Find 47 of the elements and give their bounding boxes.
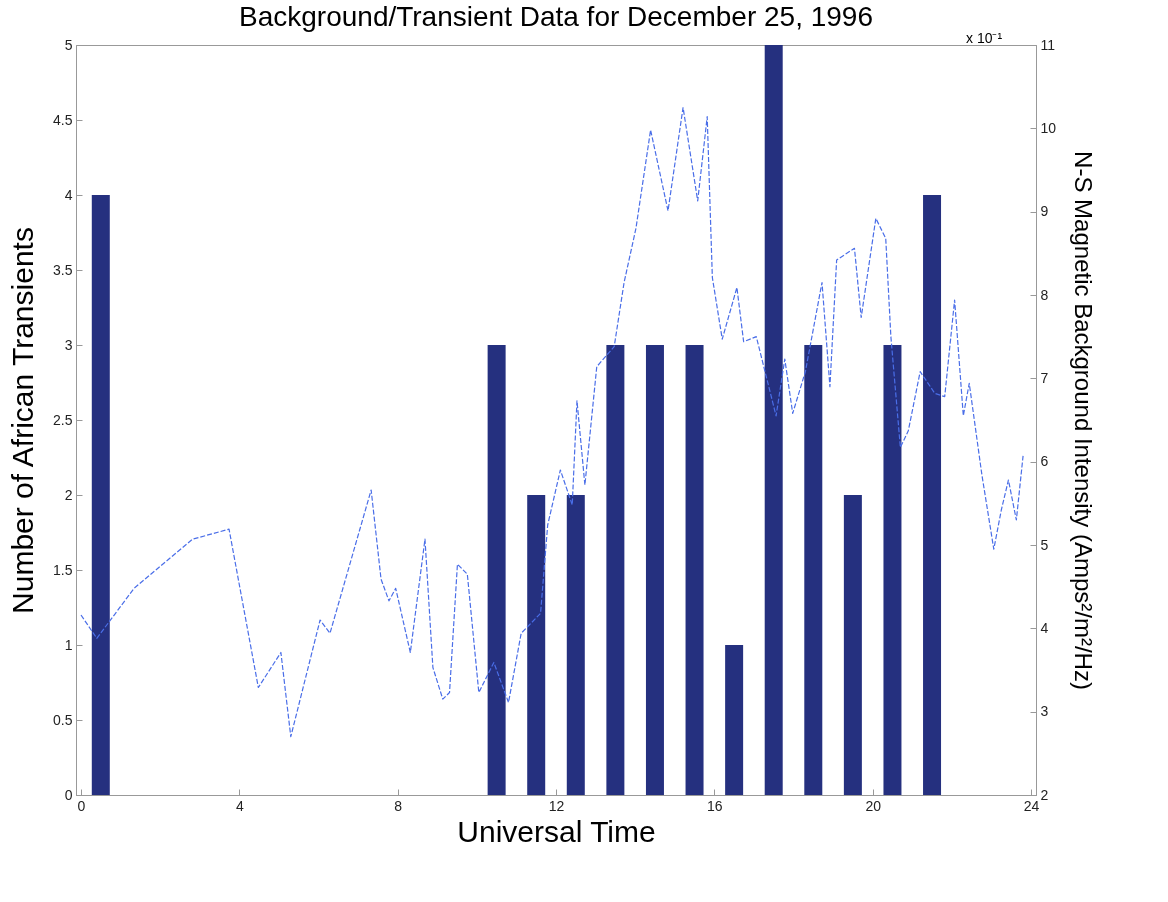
y-tick-label: 3.5 — [53, 261, 73, 278]
y2-tick-label: 9 — [1040, 203, 1049, 220]
y2-tick-label: 8 — [1040, 286, 1049, 303]
x-tick-label: 8 — [394, 797, 403, 814]
y-tick-label: 1 — [64, 636, 73, 653]
y-tick-label: 4.5 — [53, 111, 73, 128]
bar — [527, 495, 546, 795]
chart-title: Background/Transient Data for December 25, 1996 — [239, 1, 873, 32]
y2-tick-label: 5 — [1040, 536, 1049, 553]
y2-tick-label: 6 — [1040, 453, 1049, 470]
bar — [685, 345, 704, 795]
y-axis-title: Number of African Transients — [6, 227, 40, 614]
annotation: x 10⁻¹ — [966, 30, 1003, 46]
y2-tick-label: 11 — [1040, 36, 1056, 53]
bar — [645, 345, 664, 795]
y2-tick-label: 3 — [1040, 703, 1049, 720]
bar — [725, 645, 744, 795]
y-tick-label: 2 — [64, 486, 73, 503]
y-tick-label: 5 — [64, 36, 73, 53]
x-tick-label: 20 — [865, 797, 882, 814]
bar — [566, 495, 585, 795]
bar — [91, 195, 110, 795]
y2-tick-label: 2 — [1040, 786, 1049, 803]
y-tick-label: 3 — [64, 336, 73, 353]
y2-tick-label: 7 — [1040, 369, 1049, 386]
x-tick-label: 0 — [77, 797, 86, 814]
x-tick-label: 4 — [235, 797, 244, 814]
y-tick-label: 0 — [64, 786, 73, 803]
y2-tick-label: 4 — [1040, 619, 1049, 636]
y2-axis-title: N-S Magnetic Background Intensity (Amps²/m²/Hz) — [1070, 151, 1098, 690]
bar — [923, 195, 942, 795]
y2-tick-label: 10 — [1040, 119, 1057, 136]
line-series — [80, 106, 1024, 738]
x-tick-label: 12 — [548, 797, 565, 814]
y-tick-label: 2.5 — [53, 411, 73, 428]
bar — [764, 45, 783, 795]
y-tick-label: 0.5 — [53, 711, 73, 728]
bar — [606, 345, 625, 795]
bar — [883, 345, 902, 795]
x-tick-label: 16 — [707, 797, 723, 814]
y-tick-label: 1.5 — [53, 561, 73, 578]
y-tick-label: 4 — [64, 186, 73, 203]
bar — [487, 345, 506, 795]
bar — [804, 345, 823, 795]
bar — [843, 495, 862, 795]
x-tick-label: 24 — [1023, 797, 1040, 814]
x-axis-title: Universal Time — [457, 814, 656, 848]
